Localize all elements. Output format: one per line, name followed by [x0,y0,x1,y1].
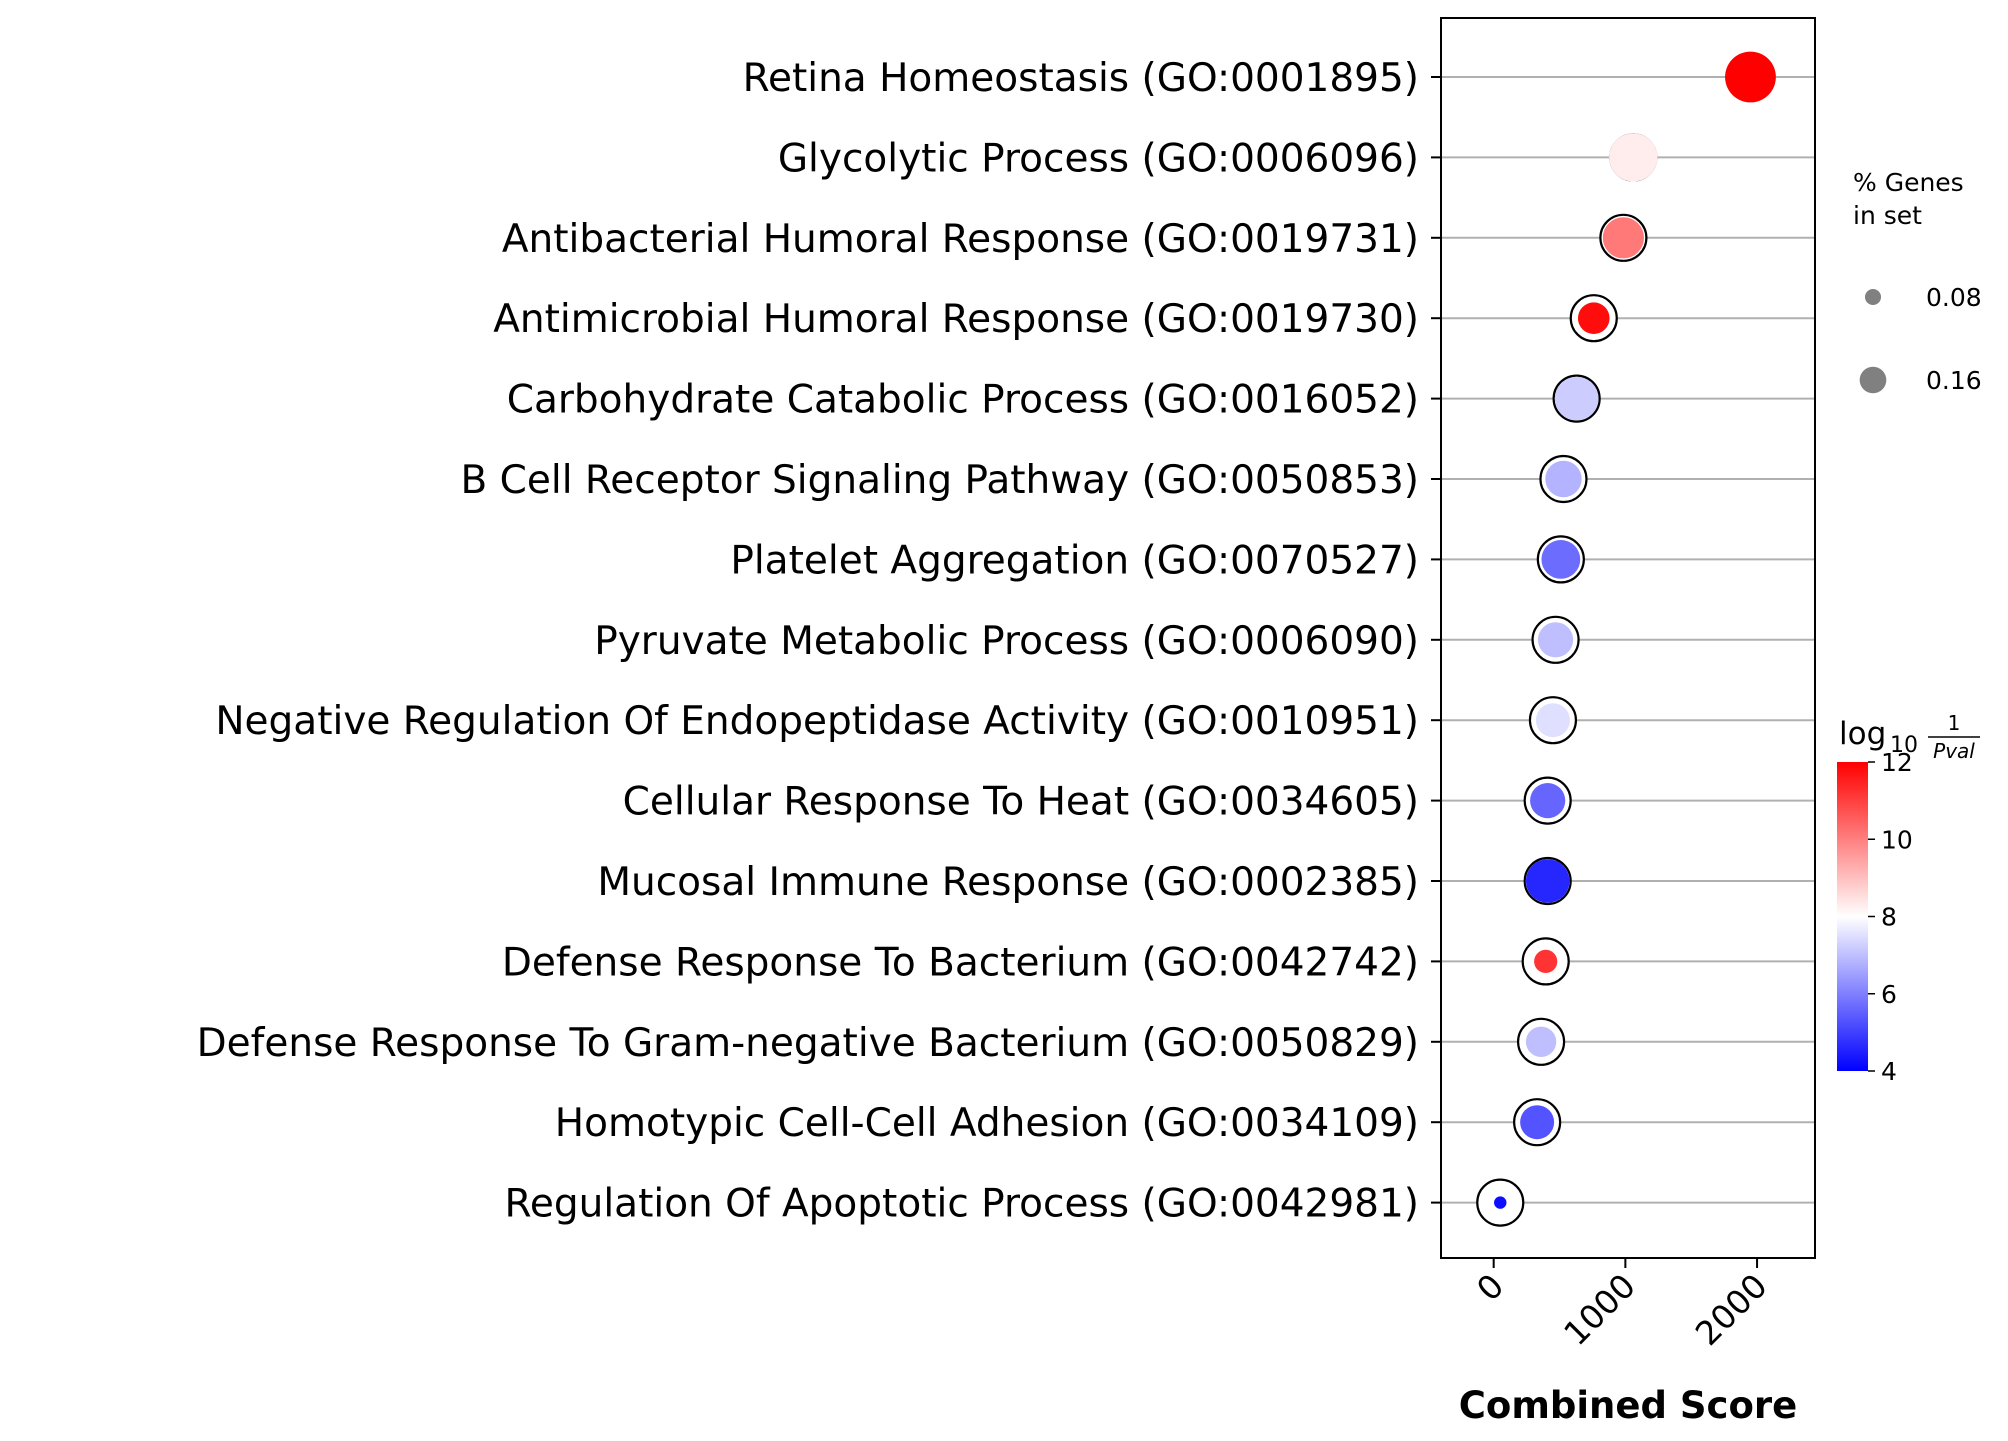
term-label: Carbohydrate Catabolic Process (GO:00160… [507,378,1419,423]
term-label: Antimicrobial Humoral Response (GO:00197… [493,297,1419,342]
colorbar-title-subscript: 10 [1890,733,1918,758]
data-point [1535,703,1570,738]
term-label: Defense Response To Bacterium (GO:004274… [502,940,1419,985]
term-label: Mucosal Immune Response (GO:0002385) [597,860,1419,905]
data-point [1520,1105,1555,1140]
term-label: Antibacterial Humoral Response (GO:00197… [502,217,1419,262]
colorbar-tick-label: 4 [1881,1057,1897,1086]
term-label: Retina Homeostasis (GO:0001895) [743,56,1419,101]
data-point [1725,51,1776,103]
term-label: B Cell Receptor Signaling Pathway (GO:00… [460,458,1419,503]
data-point [1534,949,1558,974]
data-markers [1476,51,1776,1227]
x-tick-label: 2000 [1688,1266,1775,1353]
term-label: Regulation Of Apoptotic Process (GO:0042… [505,1182,1419,1227]
colorbar-tick-label: 6 [1881,980,1897,1009]
colorbar-gradient [1837,762,1868,1071]
data-point [1541,540,1581,579]
data-point [1525,859,1570,903]
size-legend-marker [1864,288,1882,306]
data-point [1602,217,1644,259]
colorbar-title-numerator: 1 [1948,711,1961,735]
size-legend-label: 0.16 [1926,366,1982,395]
colorbar-tick-label: 10 [1881,825,1913,854]
term-label: Platelet Aggregation (GO:0070527) [730,538,1419,583]
colorbar-title-denominator: Pval [1933,739,1975,763]
term-label: Glycolytic Process (GO:0006096) [778,136,1419,181]
term-label: Defense Response To Gram-negative Bacter… [197,1021,1419,1066]
grid-lines [1441,76,1815,1204]
term-label: Pyruvate Metabolic Process (GO:0006090) [594,619,1419,664]
data-point [1609,133,1658,182]
term-label: Negative Regulation Of Endopeptidase Act… [215,699,1419,744]
plot-frame [1440,17,1816,1259]
data-point [1494,1196,1507,1209]
data-point [1537,622,1574,658]
size-legend-title: % Genes [1853,168,1964,197]
data-point [1554,376,1599,421]
term-label: Homotypic Cell-Cell Adhesion (GO:0034109… [555,1101,1419,1146]
size-legend: % Genes in set 0.08 0.16 [1853,168,1982,395]
x-axis: 0 1000 2000 [1469,1258,1775,1353]
size-legend-title: in set [1853,201,1922,230]
colorbar-title: log [1839,716,1886,752]
data-point [1525,1026,1557,1058]
data-point [1577,302,1610,335]
size-legend-marker [1859,366,1887,394]
x-tick-label: 0 [1469,1266,1511,1308]
size-legend-label: 0.08 [1926,283,1982,312]
data-point [1545,460,1582,498]
data-point [1530,783,1566,819]
x-axis-title: Combined Score [1459,1384,1797,1427]
x-tick-label: 1000 [1556,1266,1643,1353]
term-labels: Retina Homeostasis (GO:0001895) Glycolyti… [197,56,1441,1227]
colorbar-tick-label: 12 [1881,748,1913,777]
colorbar-tick-label: 8 [1881,903,1897,932]
term-label: Cellular Response To Heat (GO:0034605) [623,780,1419,825]
